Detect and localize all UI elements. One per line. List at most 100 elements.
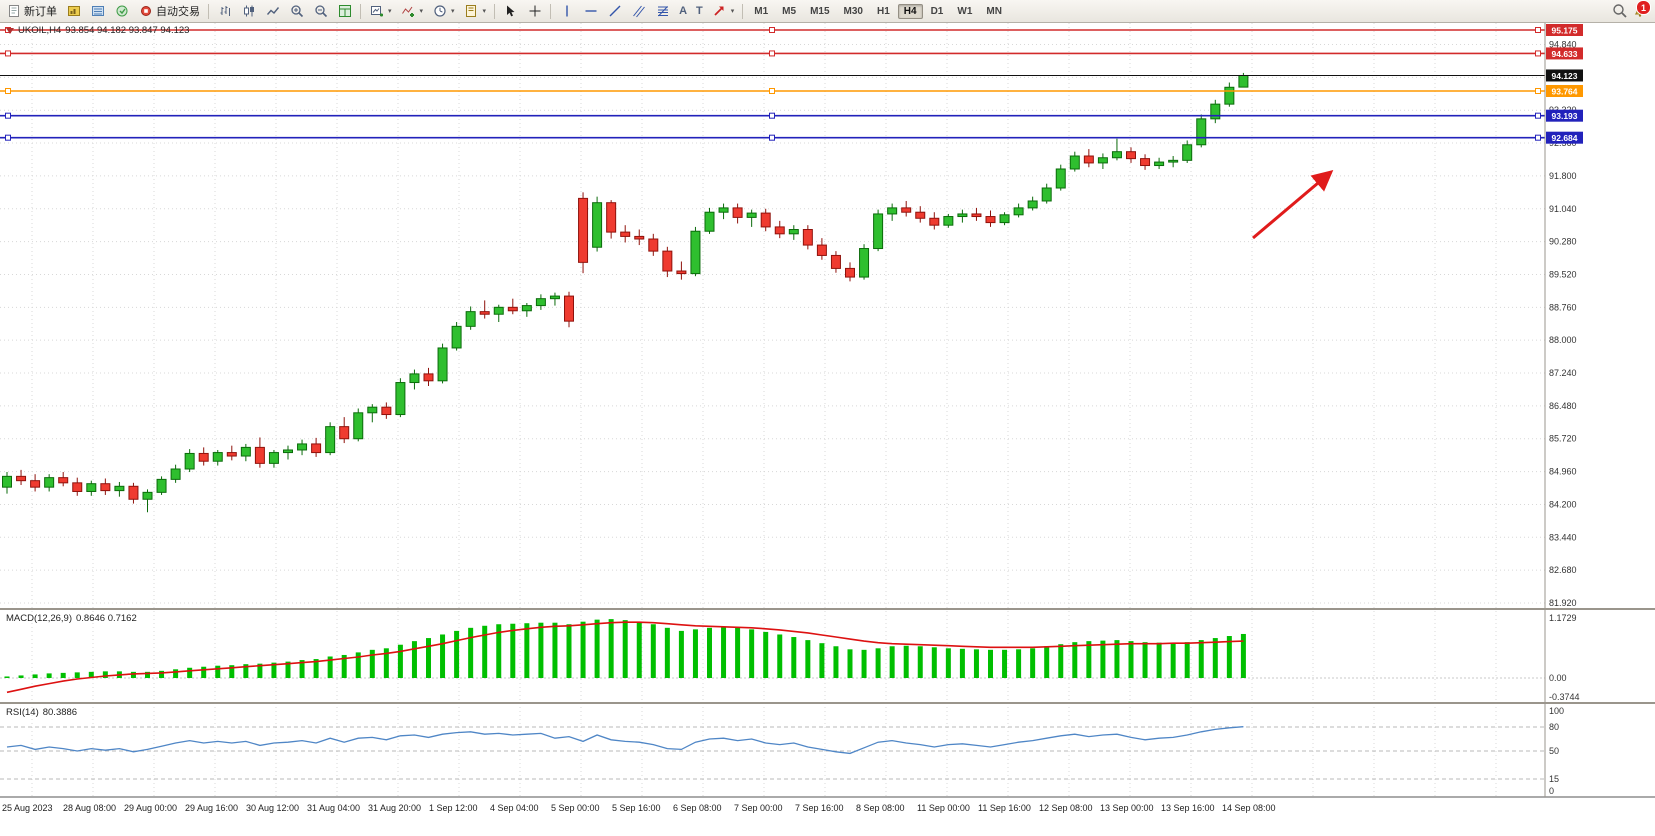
timeframe-button-d1[interactable]: D1 (930, 5, 944, 17)
strategy-button[interactable] (110, 1, 133, 21)
timeframe-button-mn[interactable]: MN (986, 5, 1002, 17)
line-handle[interactable] (5, 112, 11, 119)
new-order-button[interactable]: 新订单 (2, 1, 61, 21)
charts-window-button[interactable] (62, 1, 85, 21)
timeframe-button-m15[interactable]: M15 (810, 5, 830, 17)
chevron-down-icon: ▾ (482, 8, 487, 15)
timeframe-button-m5[interactable]: M5 (782, 5, 797, 17)
arrows-tool-button[interactable]: ▾ (708, 1, 739, 21)
candle-body (535, 298, 546, 307)
candle-body (72, 482, 83, 492)
chart-canvas[interactable]: 94.84094.08093.32092.56091.80091.04090.2… (0, 23, 1655, 836)
candle-body (311, 443, 322, 454)
price-axis-label: 89.520 (1549, 269, 1577, 279)
candle-body (2, 475, 12, 488)
price-axis-label: 83.440 (1549, 532, 1577, 542)
timeframe-button-h1[interactable]: H1 (876, 5, 890, 17)
market-watch-button[interactable] (86, 1, 109, 21)
indicators-button[interactable]: ▾ (397, 1, 428, 21)
macd-bar (468, 627, 474, 678)
macd-bar (1044, 646, 1050, 678)
trend-arrow[interactable] (1252, 170, 1334, 240)
fibonacci-icon (655, 4, 670, 19)
candle-body (226, 452, 237, 457)
line-handle[interactable] (769, 50, 775, 57)
candlestick-mode-button[interactable] (237, 1, 260, 21)
line-handle[interactable] (769, 112, 775, 119)
chevron-down-icon: ▾ (388, 8, 392, 15)
chevron-down-icon: ▾ (419, 8, 424, 15)
line-handle[interactable] (5, 50, 11, 57)
zoom-in-button[interactable] (285, 1, 308, 21)
line-handle[interactable] (1535, 112, 1541, 119)
line-handle[interactable] (769, 134, 775, 141)
macd-bar (777, 634, 783, 678)
candle-body (142, 491, 153, 500)
zoom-out-button[interactable] (309, 1, 332, 21)
rsi-axis-label: 100 (1549, 706, 1564, 716)
tile-windows-icon (337, 4, 352, 19)
macd-bar (1086, 641, 1092, 678)
label-tool-button[interactable]: T (692, 1, 707, 21)
timeframe-button-h4[interactable]: H4 (897, 3, 923, 19)
price-axis[interactable]: 94.84094.08093.32092.56091.80091.04090.2… (1549, 39, 1580, 796)
search-icon[interactable] (1612, 4, 1627, 19)
new-chart-button[interactable]: ▾ (365, 1, 396, 21)
line-handle[interactable] (1535, 134, 1541, 141)
tile-windows-button[interactable] (333, 1, 356, 21)
macd-bar (636, 621, 642, 678)
line-handle[interactable] (1535, 27, 1541, 33)
macd-bar (692, 629, 698, 678)
fibonacci-tool-button[interactable] (651, 1, 674, 21)
line-chart-mode-button[interactable] (261, 1, 284, 21)
candle-body (1126, 151, 1136, 160)
line-handle[interactable] (1535, 87, 1541, 94)
horizontal-line-tool-button[interactable] (579, 1, 602, 21)
crosshair-tool-button[interactable] (523, 1, 546, 21)
new-order-label: 新订单 (24, 6, 57, 18)
timeframe-button-m30[interactable]: M30 (843, 5, 863, 17)
macd-axis-label: 1.1729 (1549, 613, 1577, 623)
macd-axis-label: 0.00 (1549, 673, 1567, 683)
macd-bar (46, 673, 52, 678)
templates-icon (464, 4, 479, 19)
line-handle[interactable] (5, 87, 11, 94)
chart-area: 94.84094.08093.32092.56091.80091.04090.2… (0, 23, 1655, 836)
candle-body (16, 475, 27, 482)
templates-button[interactable]: ▾ (460, 1, 491, 21)
line-handle[interactable] (5, 134, 11, 141)
line-handle[interactable] (1535, 50, 1541, 57)
macd-bar (229, 665, 235, 678)
horizontal-line-objects (0, 27, 1545, 141)
price-axis-label: 91.800 (1549, 171, 1577, 181)
time-axis-label: 6 Sep 08:00 (673, 803, 722, 813)
timeframe-button-w1[interactable]: W1 (957, 5, 973, 17)
notifications-button[interactable]: 1 (1631, 0, 1651, 20)
line-handle[interactable] (5, 27, 11, 33)
macd-bar (1114, 640, 1120, 678)
candle-body (507, 306, 518, 312)
price-axis-label: 88.000 (1549, 335, 1577, 345)
cursor-tool-button[interactable] (499, 1, 522, 21)
channel-tool-button[interactable] (627, 1, 650, 21)
bar-chart-mode-button[interactable] (213, 1, 236, 21)
price-axis-label: 84.960 (1549, 467, 1577, 477)
time-axis[interactable]: 25 Aug 2023 28 Aug 08:00 29 Aug 00:00 29 Au… (2, 803, 1276, 813)
strategy-icon (114, 4, 129, 19)
candle-body (676, 270, 687, 275)
timeframe-button-m1[interactable]: M1 (754, 5, 769, 17)
candle-body (1083, 155, 1094, 164)
candle-body (929, 217, 940, 226)
market-watch-icon (90, 4, 105, 19)
line-handle[interactable] (769, 27, 775, 33)
price-tags: 95.175 94.633 94.123 93.764 93.193 92.684 (1546, 24, 1583, 144)
line-handle[interactable] (769, 87, 775, 94)
macd-bar (988, 649, 993, 678)
trendline-tool-button[interactable] (603, 1, 626, 21)
periods-button[interactable]: ▾ (428, 1, 459, 21)
auto-trading-button[interactable]: 自动交易 (134, 1, 204, 21)
text-tool-button[interactable]: A (675, 1, 691, 21)
vertical-line-tool-button[interactable] (555, 1, 578, 21)
candle-body (690, 230, 701, 275)
time-axis-label: 7 Sep 16:00 (795, 803, 844, 813)
